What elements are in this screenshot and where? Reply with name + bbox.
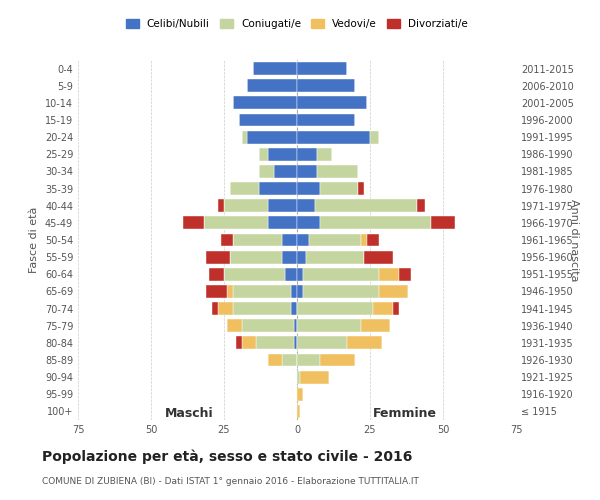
Bar (358, 182, 364, 195)
Bar (297, 165, 317, 178)
Bar (417, 200, 425, 212)
Text: Maschi: Maschi (164, 407, 213, 420)
Bar (308, 234, 361, 246)
Bar (297, 354, 320, 366)
Bar (394, 302, 399, 315)
Bar (236, 336, 242, 349)
Bar (259, 182, 297, 195)
Bar (233, 234, 283, 246)
Bar (300, 370, 329, 384)
Bar (314, 200, 417, 212)
Text: COMUNE DI ZUBIENA (BI) - Dati ISTAT 1° gennaio 2016 - Elaborazione TUTTITALIA.IT: COMUNE DI ZUBIENA (BI) - Dati ISTAT 1° g… (42, 478, 419, 486)
Bar (370, 130, 379, 143)
Bar (242, 130, 247, 143)
Bar (221, 234, 233, 246)
Bar (227, 285, 233, 298)
Bar (297, 234, 308, 246)
Bar (230, 250, 283, 264)
Bar (247, 130, 297, 143)
Bar (297, 80, 355, 92)
Bar (268, 148, 297, 160)
Bar (297, 302, 373, 315)
Bar (306, 250, 364, 264)
Bar (320, 182, 358, 195)
Bar (291, 285, 297, 298)
Bar (297, 285, 303, 298)
Bar (259, 165, 274, 178)
Bar (379, 268, 399, 280)
Bar (294, 320, 297, 332)
Bar (268, 216, 297, 230)
Bar (268, 200, 297, 212)
Bar (317, 148, 332, 160)
Bar (224, 200, 268, 212)
Bar (347, 336, 382, 349)
Bar (242, 336, 256, 349)
Bar (361, 234, 367, 246)
Bar (297, 148, 317, 160)
Bar (317, 165, 358, 178)
Bar (297, 62, 347, 75)
Bar (297, 320, 361, 332)
Bar (239, 114, 297, 126)
Bar (253, 62, 297, 75)
Bar (361, 320, 391, 332)
Bar (297, 96, 367, 110)
Bar (218, 302, 233, 315)
Bar (297, 114, 355, 126)
Bar (399, 268, 411, 280)
Bar (283, 250, 297, 264)
Bar (212, 302, 218, 315)
Bar (183, 216, 203, 230)
Text: Femmine: Femmine (373, 407, 437, 420)
Bar (256, 336, 294, 349)
Bar (291, 302, 297, 315)
Y-axis label: Fasce di età: Fasce di età (29, 207, 39, 273)
Bar (297, 130, 370, 143)
Bar (268, 354, 283, 366)
Bar (209, 268, 224, 280)
Bar (297, 336, 347, 349)
Bar (320, 216, 431, 230)
Bar (233, 302, 291, 315)
Bar (303, 268, 379, 280)
Bar (283, 354, 297, 366)
Bar (283, 234, 297, 246)
Y-axis label: Anni di nascita: Anni di nascita (569, 198, 579, 281)
Bar (218, 200, 224, 212)
Bar (294, 336, 297, 349)
Text: Popolazione per età, sesso e stato civile - 2016: Popolazione per età, sesso e stato civil… (42, 450, 412, 464)
Bar (297, 216, 320, 230)
Bar (297, 268, 303, 280)
Bar (431, 216, 455, 230)
Bar (233, 96, 297, 110)
Bar (206, 285, 227, 298)
Bar (297, 182, 320, 195)
Bar (379, 285, 408, 298)
Bar (274, 165, 297, 178)
Bar (297, 405, 300, 418)
Bar (286, 268, 297, 280)
Bar (373, 302, 394, 315)
Bar (364, 250, 394, 264)
Bar (203, 216, 268, 230)
Bar (367, 234, 379, 246)
Legend: Celibi/Nubili, Coniugati/e, Vedovi/e, Divorziati/e: Celibi/Nubili, Coniugati/e, Vedovi/e, Di… (122, 15, 472, 34)
Bar (233, 285, 291, 298)
Bar (303, 285, 379, 298)
Bar (297, 200, 314, 212)
Bar (320, 354, 355, 366)
Bar (297, 388, 303, 400)
Bar (259, 148, 268, 160)
Bar (230, 182, 259, 195)
Bar (242, 320, 294, 332)
Bar (227, 320, 242, 332)
Bar (224, 268, 286, 280)
Bar (297, 250, 306, 264)
Bar (247, 80, 297, 92)
Bar (297, 370, 300, 384)
Bar (206, 250, 230, 264)
